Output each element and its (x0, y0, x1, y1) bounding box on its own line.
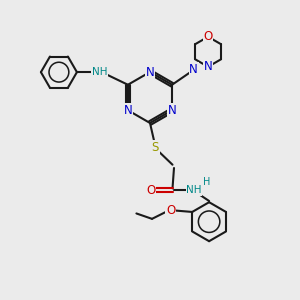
Text: N: N (146, 65, 154, 79)
Text: NH: NH (92, 67, 107, 77)
Text: N: N (124, 104, 132, 117)
Text: N: N (204, 60, 212, 73)
Text: NH: NH (186, 185, 202, 195)
Text: S: S (152, 141, 159, 154)
Text: O: O (166, 204, 175, 217)
Text: N: N (189, 63, 198, 76)
Text: N: N (168, 104, 176, 117)
Text: O: O (146, 184, 155, 197)
Text: O: O (203, 30, 213, 43)
Text: H: H (203, 177, 210, 187)
